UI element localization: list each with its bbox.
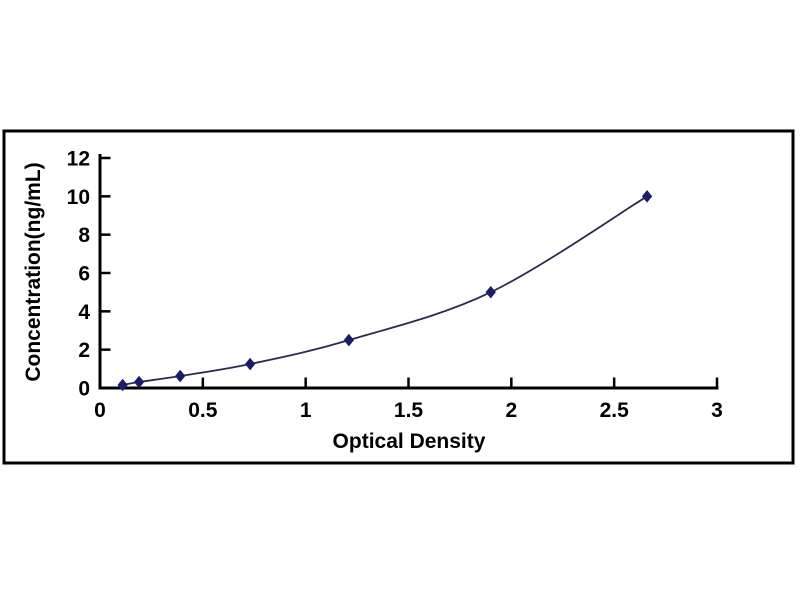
x-tick-label: 0.5 — [188, 399, 218, 422]
y-tick-label: 12 — [67, 148, 90, 171]
data-point-marker — [175, 369, 186, 383]
data-point-marker — [641, 190, 653, 203]
plot-frame — [2, 129, 795, 465]
y-tick-label: 4 — [78, 301, 90, 324]
y-tick-label: 6 — [78, 263, 90, 286]
x-tick-label: 3 — [711, 399, 723, 422]
y-axis-title: Concentration(ng/mL) — [22, 162, 45, 381]
data-point-marker — [244, 357, 256, 371]
y-tick-label: 2 — [78, 339, 90, 362]
x-axis-title: Optical Density — [333, 430, 486, 453]
data-point-marker — [133, 375, 145, 389]
data-point-marker — [485, 285, 496, 299]
y-tick-label: 10 — [67, 186, 90, 209]
y-tick-label: 0 — [78, 378, 90, 401]
x-tick-label: 0 — [94, 399, 106, 422]
chart-elements: 0 0.5 1 1.5 2 2.5 3 0 2 4 6 8 10 12 — [67, 148, 723, 423]
standard-curve-line — [122, 195, 648, 386]
data-point-marker — [117, 378, 128, 392]
y-tick-label: 8 — [78, 224, 90, 247]
x-tick-label: 1.5 — [394, 399, 424, 422]
x-tick-label: 1 — [300, 399, 312, 422]
x-tick-label: 2 — [505, 399, 517, 422]
x-tick-label: 2.5 — [600, 399, 630, 422]
data-point-marker — [343, 333, 355, 347]
